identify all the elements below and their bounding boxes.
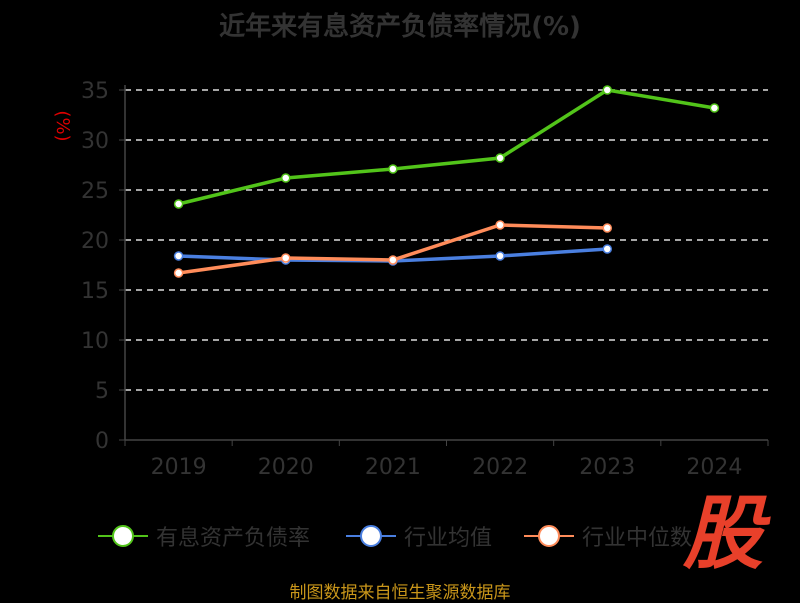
data-point — [495, 251, 505, 261]
y-tick-label: 35 — [81, 79, 109, 104]
data-point — [602, 85, 612, 95]
x-tick-label: 2020 — [258, 455, 314, 480]
legend-item-debt-ratio[interactable]: 有息资产负债率 — [98, 520, 310, 552]
data-point — [709, 103, 720, 113]
data-point — [281, 253, 291, 263]
watermark-logo: 股 — [683, 487, 763, 580]
data-point — [388, 255, 398, 265]
data-point — [173, 251, 184, 261]
data-point — [173, 199, 184, 209]
x-tick-label: 2021 — [365, 455, 421, 480]
data-point — [602, 244, 612, 254]
legend-item-industry-mean[interactable]: 行业均值 — [346, 520, 492, 552]
legend-item-industry-median[interactable]: 行业中位数 — [524, 520, 692, 552]
data-point — [602, 223, 612, 233]
y-tick-label: 5 — [95, 379, 109, 404]
legend-marker-icon — [346, 525, 396, 547]
x-tick-label: 2024 — [686, 455, 742, 480]
x-tick-label: 2023 — [579, 455, 635, 480]
y-tick-label: 30 — [81, 129, 109, 154]
legend-marker-icon — [524, 525, 574, 547]
source-note: 制图数据来自恒生聚源数据库 — [289, 583, 511, 603]
legend-label: 有息资产负债率 — [156, 526, 311, 551]
y-tick-label: 25 — [81, 179, 109, 204]
y-tick-label: 10 — [81, 329, 109, 354]
data-point — [388, 164, 398, 174]
legend-label: 行业均值 — [404, 526, 493, 551]
legend-marker-icon — [98, 525, 148, 547]
y-tick-label: 15 — [81, 279, 109, 304]
data-point — [173, 268, 184, 278]
chart-title: 近年来有息资产负债率情况(%) — [219, 12, 581, 42]
data-point — [281, 173, 291, 183]
x-tick-label: 2022 — [472, 455, 528, 480]
series-line-0 — [178, 88, 715, 206]
x-tick-label: 2019 — [151, 455, 207, 480]
y-tick-label: 20 — [81, 229, 109, 254]
y-axis-label: (%) — [52, 110, 73, 141]
legend-label: 行业中位数 — [582, 526, 693, 551]
data-point — [495, 153, 505, 163]
series-line-2 — [178, 223, 608, 275]
y-tick-label: 0 — [95, 429, 109, 454]
data-point — [495, 220, 505, 230]
